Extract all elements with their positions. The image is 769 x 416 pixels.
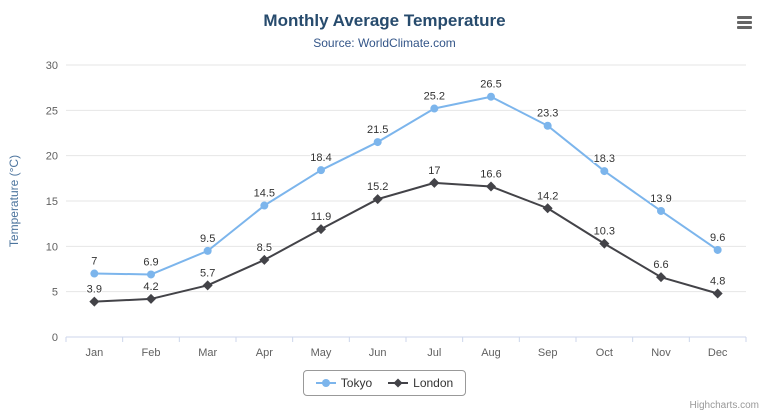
legend-label: London [413,376,454,390]
x-axis-label: Jan [85,347,103,359]
point-marker-london[interactable] [202,280,213,291]
point-marker-london[interactable] [372,194,383,205]
data-label: 4.8 [710,275,725,287]
point-marker-tokyo[interactable] [203,246,212,255]
x-axis-label: Mar [198,347,217,359]
data-label: 6.6 [653,259,668,271]
legend-marker-icon [388,378,409,388]
x-axis-label: Aug [481,347,501,359]
data-label: 9.6 [710,232,725,244]
data-label: 14.2 [537,190,558,202]
y-axis-tick-label: 20 [46,151,58,163]
data-label: 5.7 [200,267,215,279]
data-label: 4.2 [143,281,158,293]
x-axis-label: Sep [538,347,558,359]
x-axis-label: Apr [256,347,273,359]
point-marker-london[interactable] [486,181,496,192]
x-axis-label: Oct [596,347,613,359]
data-label: 23.3 [537,108,558,120]
data-label: 14.5 [254,188,275,200]
y-axis-tick-label: 15 [46,196,58,208]
chart-title: Monthly Average Temperature [263,11,506,30]
point-marker-tokyo[interactable] [260,201,269,210]
point-marker-tokyo[interactable] [373,138,382,147]
point-marker-london[interactable] [259,254,270,265]
legend-item-london[interactable]: London [388,376,453,390]
y-axis-tick-label: 0 [52,332,58,344]
export-menu-button[interactable] [733,12,757,32]
hamburger-menu-icon [737,16,753,29]
point-marker-london[interactable] [712,288,723,299]
data-label: 10.3 [594,226,615,238]
point-marker-tokyo[interactable] [317,166,325,175]
point-marker-london[interactable] [89,296,100,307]
data-label: 3.9 [87,284,102,296]
point-marker-london[interactable] [656,272,666,283]
data-label: 11.9 [311,211,332,223]
y-axis-title: Temperature (°C) [7,155,21,247]
plot-area: 0 5 10 15 20 25 30 Jan Feb Mar Apr May Jun Jul Aug Sep O… [7,60,747,359]
legend-item-tokyo[interactable]: Tokyo [315,376,373,390]
y-axis-tick-label: 10 [46,241,58,253]
legend-label: Tokyo [340,376,373,390]
x-axis-label: Nov [651,347,671,359]
data-label: 7 [91,256,97,268]
legend-row: Tokyo London [0,370,769,396]
point-marker-tokyo[interactable] [657,206,665,215]
data-label: 13.9 [650,193,671,205]
y-axis-tick-label: 30 [46,60,58,72]
x-axis-label: Feb [142,347,161,359]
series-line-london [93,181,719,303]
data-label: 18.3 [594,153,615,165]
point-marker-tokyo[interactable] [430,104,439,113]
point-marker-tokyo[interactable] [487,92,495,101]
y-axis-tick-label: 5 [52,287,58,299]
point-marker-tokyo[interactable] [147,270,155,279]
data-label: 6.9 [143,256,158,268]
point-marker-tokyo[interactable] [90,269,99,278]
x-axis-label: Dec [708,347,728,359]
x-axis-label: Jun [369,347,387,359]
x-axis-label: May [311,347,332,359]
data-label: 9.5 [200,233,215,245]
data-label: 17 [428,165,440,177]
point-marker-london[interactable] [599,238,610,249]
series-line-tokyo [93,95,719,276]
legend-marker-icon [315,379,336,387]
point-marker-london[interactable] [542,203,553,214]
data-label: 18.4 [310,152,331,164]
point-marker-tokyo[interactable] [543,121,552,130]
point-marker-tokyo[interactable] [600,167,609,176]
chart-subtitle: Source: WorldClimate.com [313,36,456,50]
data-label: 8.5 [257,242,272,254]
point-marker-london[interactable] [146,293,156,304]
data-label: 25.2 [424,91,445,103]
x-axis-label: Jul [427,347,441,359]
data-label: 16.6 [480,168,501,180]
data-label: 26.5 [480,79,501,91]
legend: Tokyo London [302,370,467,396]
point-marker-london[interactable] [316,224,326,235]
credits-link[interactable]: Highcharts.com [689,400,759,411]
point-marker-tokyo[interactable] [713,245,722,254]
data-label: 21.5 [367,124,388,136]
data-label: 15.2 [367,181,388,193]
point-marker-london[interactable] [429,177,440,188]
y-axis-tick-label: 25 [46,105,58,117]
